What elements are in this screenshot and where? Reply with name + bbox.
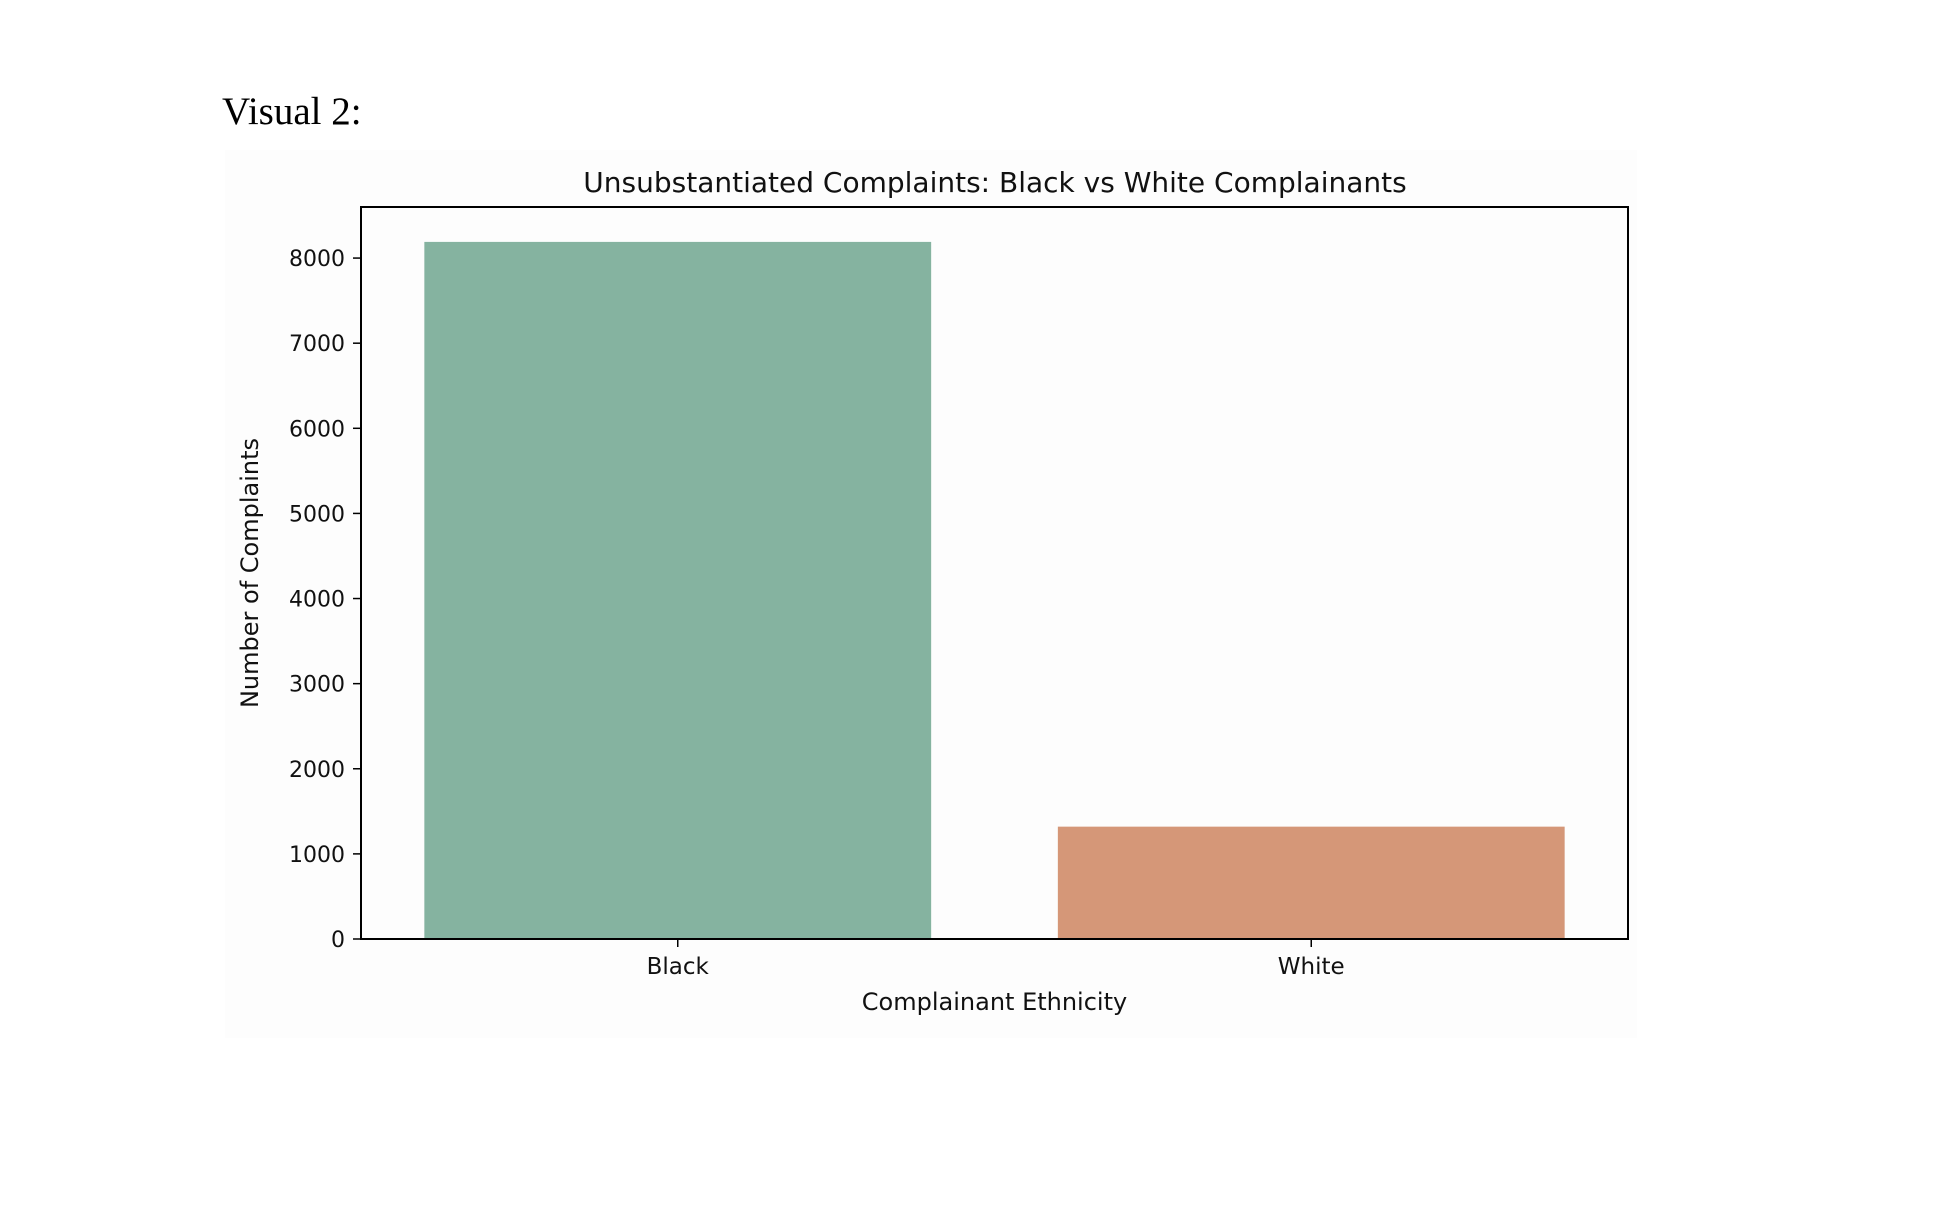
y-tick-label: 3000: [289, 673, 345, 698]
y-tick-label: 6000: [289, 417, 345, 442]
y-tick-label: 1000: [289, 843, 345, 868]
y-axis-ticks: 0 1000 2000 3000 4000 5000 6000 7000 8000: [289, 247, 361, 953]
chart-title: Unsubstantiated Complaints: Black vs Whi…: [583, 166, 1406, 199]
bar-chart: Unsubstantiated Complaints: Black vs Whi…: [236, 166, 1629, 1016]
bar-black: [424, 241, 932, 939]
bar-white: [1057, 826, 1565, 939]
y-tick-label: 4000: [289, 588, 345, 613]
chart-figure: Unsubstantiated Complaints: Black vs Whi…: [225, 150, 1637, 1038]
y-tick-label: 8000: [289, 247, 345, 272]
y-axis-label: Number of Complaints: [236, 438, 264, 708]
x-tick-label: Black: [647, 954, 710, 980]
x-axis-ticks: Black White: [647, 939, 1345, 980]
x-axis-label: Complainant Ethnicity: [862, 988, 1127, 1016]
y-tick-label: 0: [331, 928, 345, 953]
y-tick-label: 5000: [289, 502, 345, 527]
y-tick-label: 7000: [289, 332, 345, 357]
bars: [424, 241, 1565, 939]
x-tick-label: White: [1278, 954, 1345, 980]
y-tick-label: 2000: [289, 758, 345, 783]
plot-frame: [360, 206, 1629, 940]
document-heading: Visual 2:: [222, 90, 362, 133]
